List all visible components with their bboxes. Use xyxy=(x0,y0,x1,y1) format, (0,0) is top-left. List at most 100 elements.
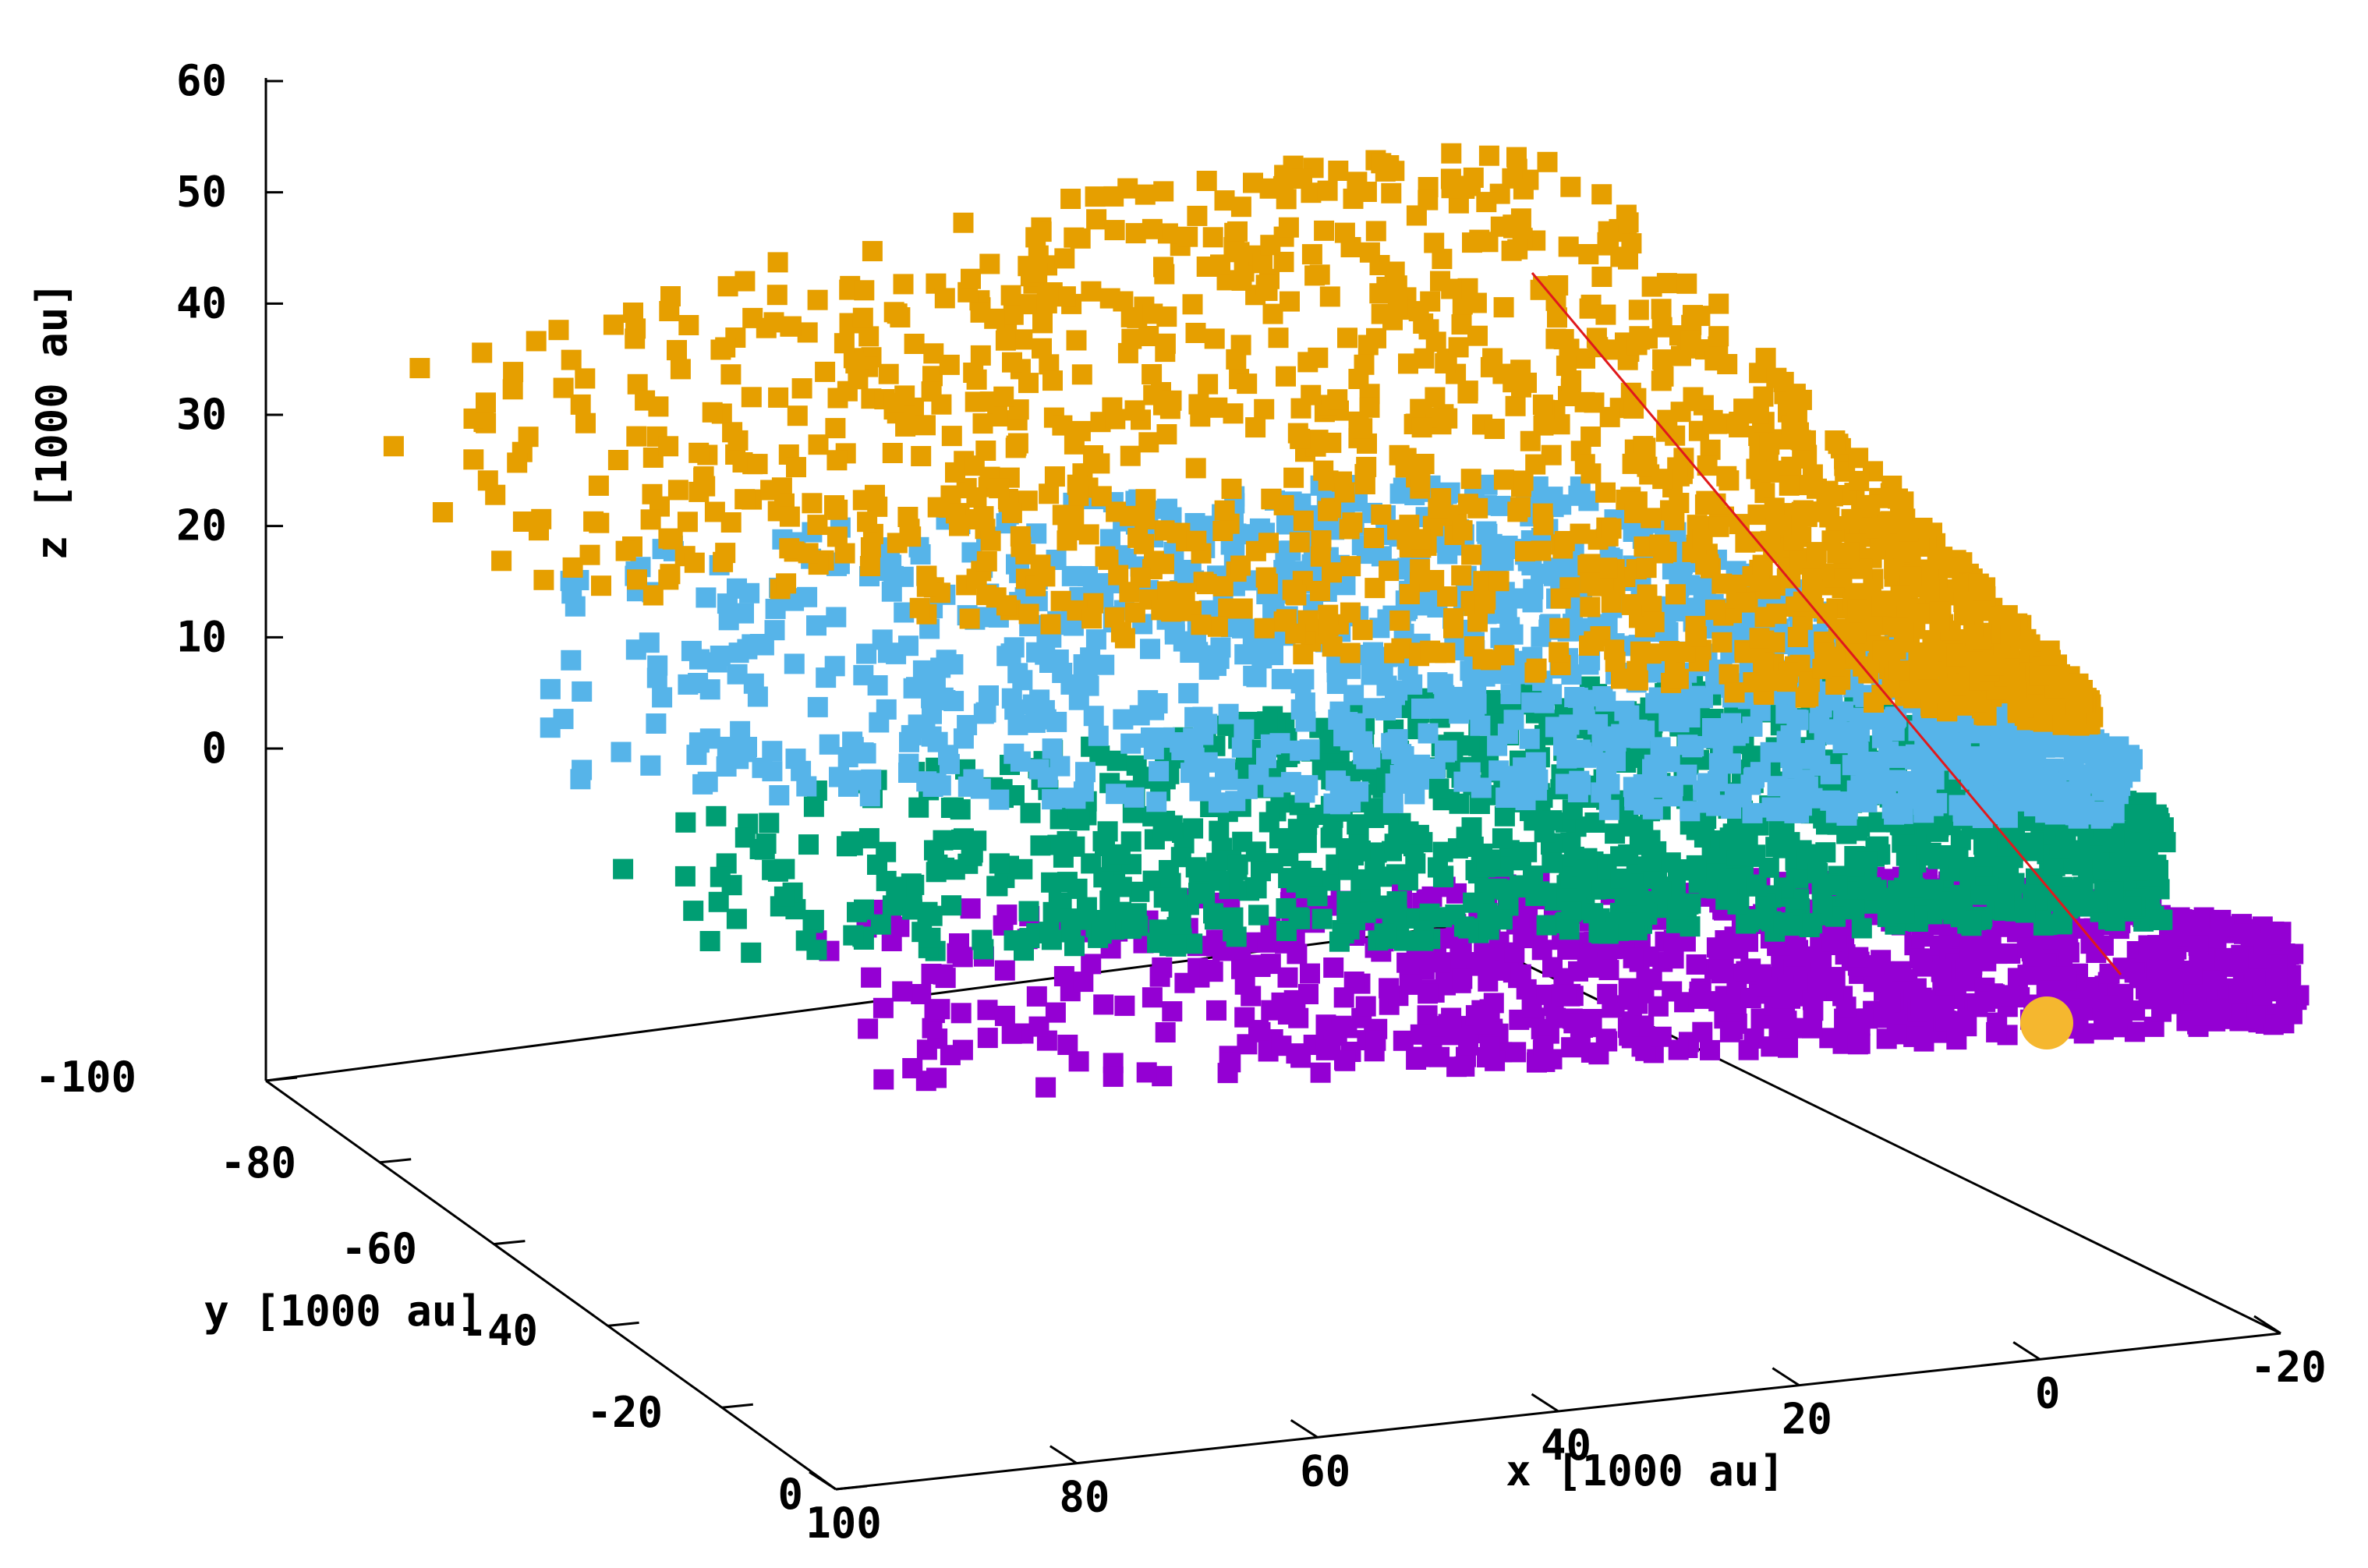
series-orange-point xyxy=(979,253,1000,274)
series-purple-point xyxy=(1261,1000,1282,1021)
series-green-point xyxy=(1583,903,1604,924)
series-orange-point xyxy=(972,413,993,434)
series-purple-point xyxy=(1149,966,1170,987)
series-orange-point xyxy=(1641,643,1662,664)
series-green-point xyxy=(1374,923,1395,944)
series-orange-point xyxy=(1841,508,1862,529)
series-orange-point xyxy=(1708,293,1729,314)
series-green-point xyxy=(1939,845,1960,865)
series-orange-point xyxy=(1659,641,1680,661)
series-orange-point xyxy=(502,379,523,400)
series-green-point xyxy=(1064,936,1085,957)
series-orange-point xyxy=(1151,600,1172,621)
series-orange-point xyxy=(1628,299,1649,320)
series-green-point xyxy=(2141,812,2161,833)
series-orange-point xyxy=(383,436,404,457)
series-purple-point xyxy=(1708,991,1729,1012)
series-green-point xyxy=(1802,913,1823,934)
series-green-point xyxy=(882,895,903,916)
series-orange-point xyxy=(1185,323,1206,343)
series-green-point xyxy=(1170,914,1191,935)
series-blue-point xyxy=(843,737,864,758)
series-orange-point xyxy=(432,502,453,522)
series-orange-point xyxy=(1039,483,1060,504)
series-purple-point xyxy=(1310,1062,1331,1083)
series-purple-point xyxy=(1686,954,1707,975)
series-purple-point xyxy=(1598,960,1619,981)
series-purple-point xyxy=(1521,996,1542,1018)
series-orange-point xyxy=(1946,646,1967,667)
series-orange-point xyxy=(1452,520,1473,541)
series-orange-point xyxy=(1484,419,1505,439)
series-blue-point xyxy=(1140,639,1160,660)
series-orange-point xyxy=(1526,658,1547,679)
series-purple-point xyxy=(1290,1047,1311,1068)
series-blue-point xyxy=(717,736,738,757)
series-orange-point xyxy=(767,252,788,273)
series-blue-point xyxy=(1387,729,1408,750)
series-orange-point xyxy=(533,569,554,590)
series-green-point xyxy=(1974,846,1995,867)
series-blue-point xyxy=(561,649,582,671)
series-blue-point xyxy=(796,776,817,797)
series-orange-point xyxy=(1354,354,1375,375)
series-orange-point xyxy=(1698,554,1719,575)
series-orange-point xyxy=(1352,619,1373,640)
series-orange-point xyxy=(887,303,908,324)
series-orange-point xyxy=(526,331,547,352)
series-orange-point xyxy=(1668,668,1689,689)
series-purple-point xyxy=(2267,954,2288,975)
y-tick xyxy=(265,1076,298,1082)
series-purple-point xyxy=(1506,1042,1527,1063)
series-orange-point xyxy=(1391,638,1412,659)
series-green-point xyxy=(759,812,780,834)
series-green-point xyxy=(1559,919,1580,940)
series-green-point xyxy=(1637,904,1658,925)
series-orange-point xyxy=(1002,352,1022,373)
series-orange-point xyxy=(1467,611,1488,632)
series-orange-point xyxy=(1359,242,1380,263)
series-green-point xyxy=(1523,865,1543,887)
series-blue-point xyxy=(739,582,760,603)
series-green-point xyxy=(1092,830,1113,851)
series-green-point xyxy=(2155,832,2176,853)
series-purple-point xyxy=(1336,1018,1357,1039)
series-purple-point xyxy=(1081,954,1102,975)
series-green-point xyxy=(1705,863,1726,884)
series-orange-point xyxy=(642,483,663,504)
series-orange-point xyxy=(1174,582,1195,603)
series-purple-point xyxy=(1871,950,1892,971)
series-green-point xyxy=(1269,828,1290,849)
series-orange-point xyxy=(1059,520,1079,540)
series-orange-point xyxy=(1091,486,1112,507)
series-purple-point xyxy=(2245,1003,2266,1024)
series-orange-point xyxy=(1227,221,1248,242)
series-orange-point xyxy=(1418,189,1439,211)
series-blue-point xyxy=(922,703,942,724)
series-blue-point xyxy=(699,679,720,700)
series-orange-point xyxy=(1474,593,1495,614)
series-orange-point xyxy=(1188,394,1209,415)
series-green-point xyxy=(1162,815,1183,836)
series-purple-point xyxy=(2206,928,2227,949)
series-orange-point xyxy=(1787,627,1808,647)
series-orange-point xyxy=(1262,303,1283,324)
series-purple-point xyxy=(1623,947,1644,968)
series-blue-point xyxy=(1742,802,1763,823)
series-orange-point xyxy=(1441,178,1462,199)
series-orange-point xyxy=(911,446,932,466)
series-blue-point xyxy=(1106,784,1127,805)
y-tick xyxy=(380,1158,412,1164)
series-purple-point xyxy=(1057,1035,1078,1055)
series-orange-point xyxy=(1342,512,1363,533)
series-blue-point xyxy=(1088,725,1109,746)
series-blue-point xyxy=(1376,675,1397,696)
series-orange-point xyxy=(1718,664,1740,685)
series-orange-point xyxy=(503,362,524,383)
series-purple-point xyxy=(1474,1014,1495,1035)
series-orange-point xyxy=(941,426,962,447)
series-orange-point xyxy=(1410,529,1431,550)
series-purple-point xyxy=(1631,1036,1652,1057)
series-orange-point xyxy=(1578,244,1599,264)
series-orange-point xyxy=(1382,310,1403,331)
